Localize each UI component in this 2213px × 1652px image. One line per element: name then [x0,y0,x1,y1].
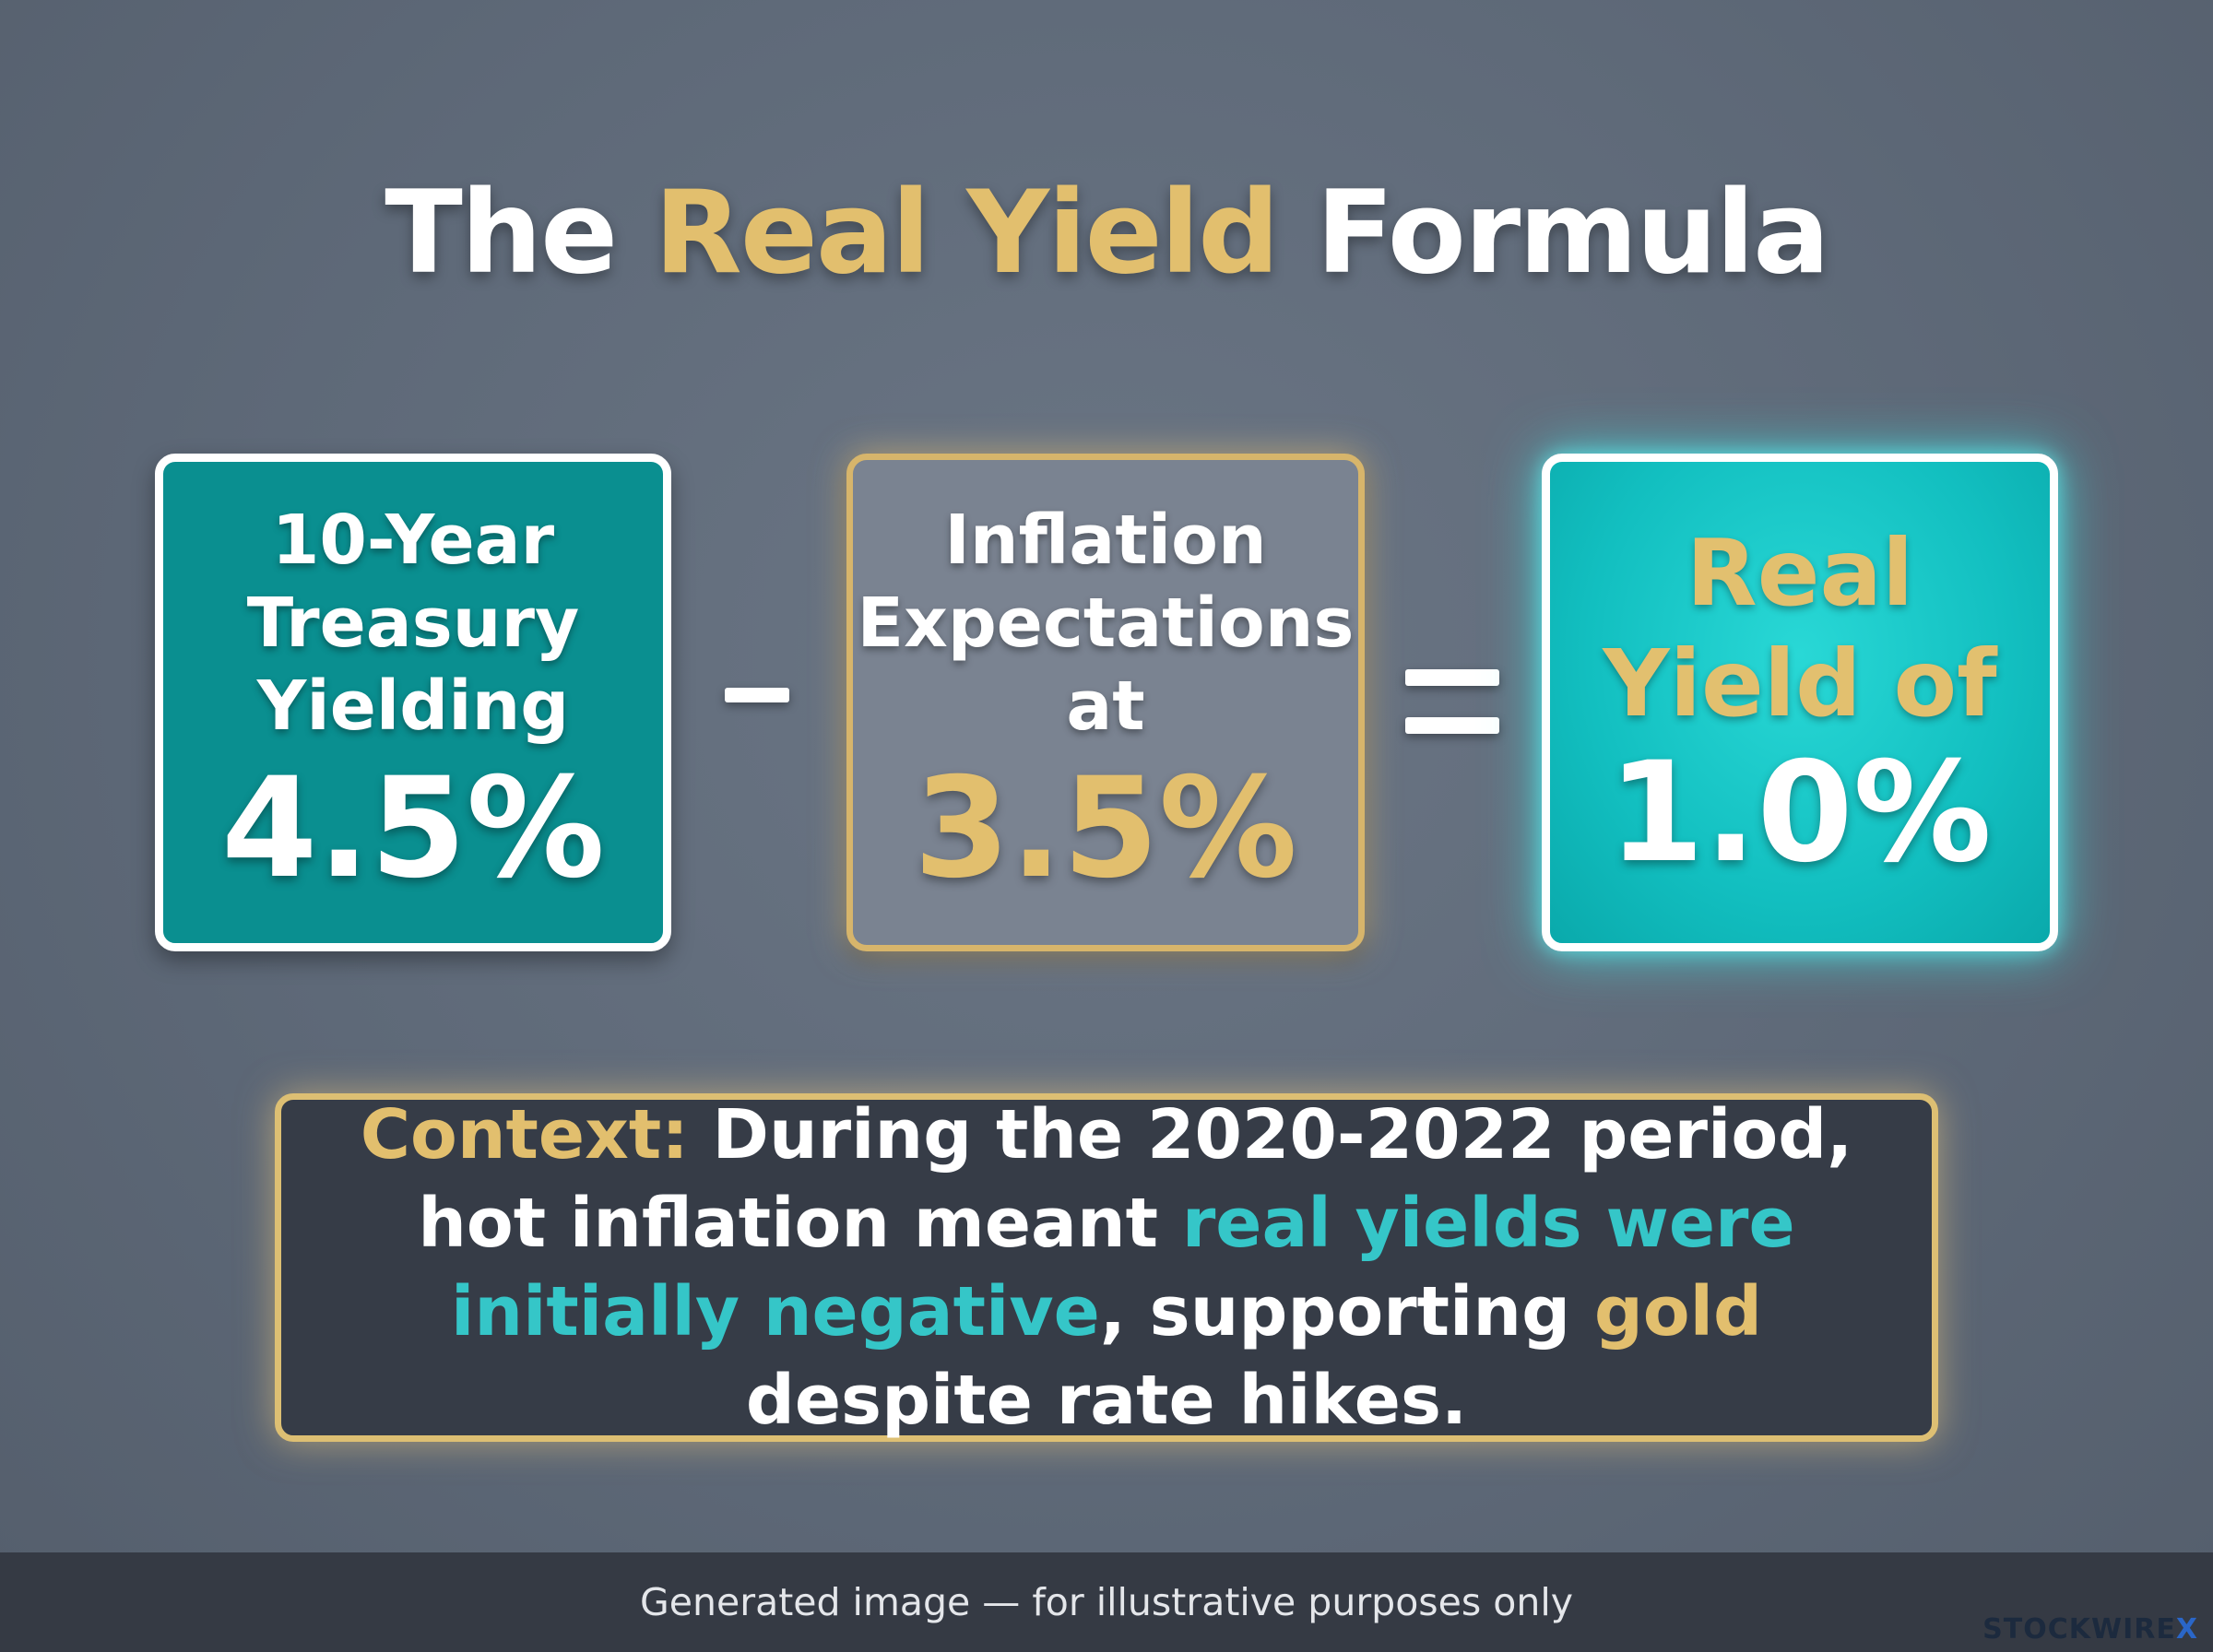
footer-bar: Generated image — for illustrative purpo… [0,1552,2213,1652]
equals-bar-top [1405,669,1499,686]
treasury-yield-box: 10-Year Treasury Yielding 4.5% [155,454,671,951]
context-highlight-real-yields: real yields were initially negative [451,1184,1795,1351]
real-yield-label-line1: Real [1686,519,1914,627]
context-box: Context: During the 2020-2022 period, ho… [275,1093,1938,1442]
equals-operator [1405,669,1499,734]
context-text-part3: despite rate hikes. [745,1361,1468,1440]
title-part-the: The [385,167,618,300]
minus-operator [725,688,789,702]
brand-logo: STOCKWIREX [1982,1613,2198,1646]
treasury-yield-label: 10-Year Treasury Yielding [247,499,579,748]
inflation-expectations-value: 3.5% [913,749,1297,909]
inflation-expectations-label: Inflation Expectations at [858,499,1355,748]
title-part-real-yield: Real Yield [654,167,1280,300]
real-yield-box: Real Yield of 1.0% [1542,454,2058,951]
page-title: The Real Yield Formula [0,164,2213,302]
inflation-label-line2: Expectations [857,584,1355,663]
context-text: Context: During the 2020-2022 period, ho… [318,1091,1895,1445]
inflation-label-line1: Inflation [944,501,1267,580]
inflation-label-line3: at [1066,667,1145,746]
treasury-yield-value: 4.5% [220,749,605,909]
real-yield-label-line2: Yield of [1603,630,1997,738]
treasury-label-line1: 10-Year [271,501,555,580]
brand-suffix: X [2175,1613,2198,1646]
real-yield-label: Real Yield of [1603,518,1996,739]
brand-name: STOCKWIRE [1982,1613,2176,1646]
inflation-expectations-box: Inflation Expectations at 3.5% [846,454,1365,951]
equals-bar-bottom [1405,717,1499,734]
footer-disclaimer: Generated image — for illustrative purpo… [640,1580,1573,1624]
real-yield-value: 1.0% [1607,733,1992,893]
context-text-part2: , supporting [1099,1272,1594,1351]
treasury-label-line3: Yielding [256,667,570,746]
context-label: Context: [360,1095,689,1174]
title-part-formula: Formula [1316,167,1830,300]
context-highlight-gold: gold [1593,1272,1762,1351]
treasury-label-line2: Treasury [246,584,580,663]
context-text-part1: During the 2020-2022 period, hot inflati… [418,1095,1853,1263]
